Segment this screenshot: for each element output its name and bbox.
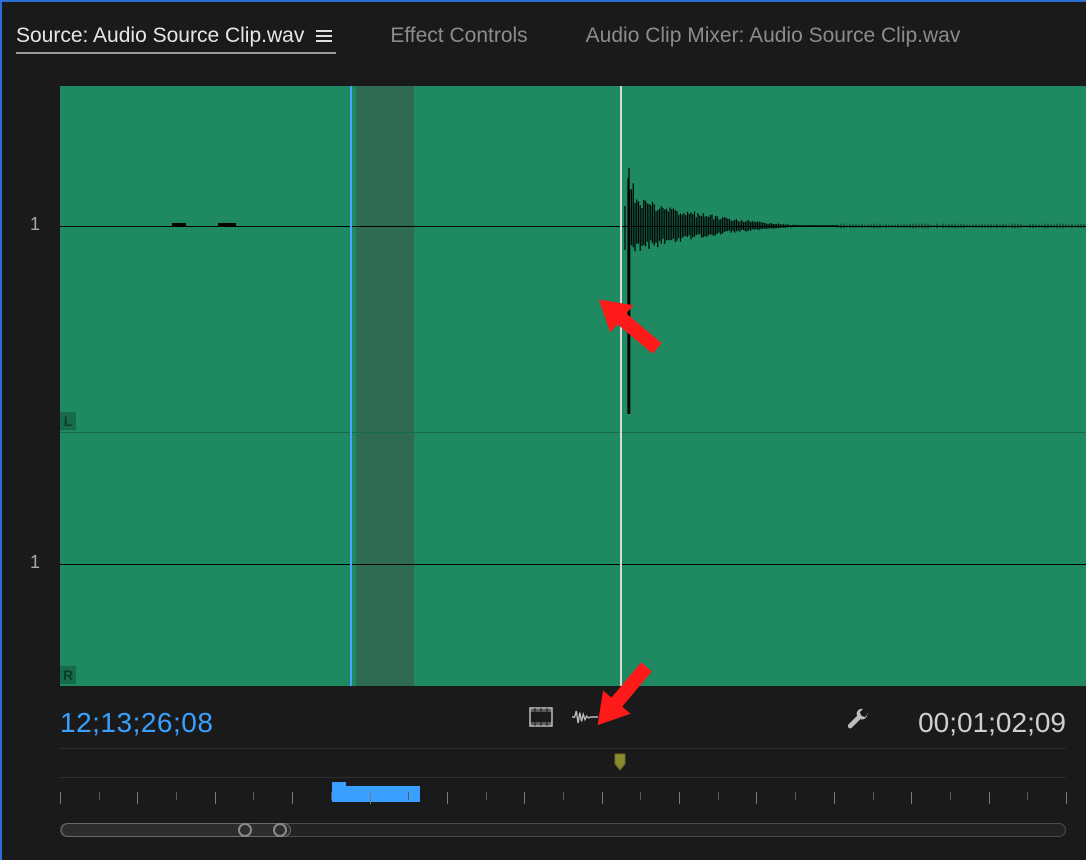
ruler-tick — [795, 792, 796, 800]
zoom-handle-right[interactable] — [273, 823, 287, 837]
window-left-border — [0, 0, 2, 860]
edit-line — [620, 86, 622, 686]
ruler-tick — [215, 792, 216, 804]
ruler-tick — [447, 792, 448, 804]
duration-timecode[interactable]: 00;01;02;09 — [918, 707, 1066, 739]
ruler-tick — [524, 792, 525, 804]
ruler-tick — [370, 792, 371, 804]
waveform-display[interactable]: L R — [60, 86, 1086, 686]
time-bar: 12;13;26;08 00;01;02;09 — [60, 700, 1066, 746]
zoom-handle-left[interactable] — [238, 823, 252, 837]
time-ruler[interactable] — [60, 786, 1066, 816]
ruler-tick — [331, 792, 332, 800]
tab-effect-controls-label: Effect Controls — [390, 24, 527, 48]
panel-menu-icon[interactable] — [316, 30, 332, 42]
ruler-tick — [718, 792, 719, 800]
ruler-tick — [756, 792, 757, 804]
panel-tabs: Source: Audio Source Clip.wav Effect Con… — [16, 14, 1086, 58]
axis-label-1: 1 — [30, 214, 40, 235]
waveform-svg — [60, 86, 1086, 686]
settings-wrench-icon[interactable] — [845, 706, 871, 732]
ruler-tick — [292, 792, 293, 804]
ruler-tick — [99, 792, 100, 800]
zoom-scrollbar[interactable] — [60, 818, 1066, 842]
ruler-tick — [137, 792, 138, 804]
video-frame-icon[interactable] — [528, 704, 554, 730]
ruler-tick — [834, 792, 835, 804]
ruler-tick — [640, 792, 641, 800]
ruler-tick — [563, 792, 564, 800]
ruler-tick — [873, 792, 874, 800]
ruler-tick — [911, 792, 912, 804]
tab-effect-controls[interactable]: Effect Controls — [390, 24, 527, 48]
axis-label-2: 1 — [30, 552, 40, 573]
tab-audio-mixer-label: Audio Clip Mixer: Audio Source Clip.wav — [586, 24, 961, 48]
ruler-tick — [60, 792, 61, 804]
marker[interactable] — [614, 753, 626, 769]
tab-source[interactable]: Source: Audio Source Clip.wav — [16, 24, 332, 48]
ruler-tick — [408, 792, 409, 800]
tab-audio-mixer[interactable]: Audio Clip Mixer: Audio Source Clip.wav — [586, 24, 961, 48]
ruler-tick — [602, 792, 603, 804]
ruler-tick — [176, 792, 177, 800]
drag-icons — [528, 704, 598, 730]
tab-underline — [16, 52, 336, 54]
ruler-tick — [1027, 792, 1028, 800]
playhead[interactable] — [350, 86, 352, 686]
ruler-tick — [1066, 792, 1067, 804]
marker-track[interactable] — [60, 748, 1066, 778]
ruler-tick — [989, 792, 990, 804]
window-top-border — [0, 0, 1086, 3]
ruler-tick — [486, 792, 487, 800]
ruler-tick — [950, 792, 951, 800]
ruler-tick — [679, 792, 680, 804]
audio-waveform-icon[interactable] — [572, 704, 598, 730]
zoom-track[interactable] — [60, 823, 1066, 837]
current-timecode[interactable]: 12;13;26;08 — [60, 707, 213, 739]
ruler-tick — [253, 792, 254, 800]
zoom-thumb[interactable] — [61, 823, 291, 837]
tab-source-label: Source: Audio Source Clip.wav — [16, 24, 304, 48]
